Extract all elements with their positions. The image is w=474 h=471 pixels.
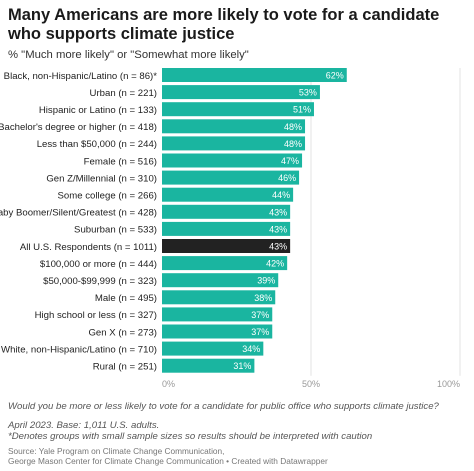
data-label: 47% bbox=[281, 156, 299, 166]
data-label: 43% bbox=[269, 242, 287, 252]
category-label: All U.S. Respondents (n = 1011) bbox=[20, 242, 157, 253]
data-label: 37% bbox=[251, 310, 269, 320]
category-label: White, non-Hispanic/Latino (n = 710) bbox=[1, 344, 157, 355]
bar bbox=[162, 324, 273, 339]
bar bbox=[162, 221, 291, 236]
category-label: Gen Z/Millennial (n = 310) bbox=[46, 173, 157, 184]
data-label: 42% bbox=[266, 259, 284, 269]
bar bbox=[162, 153, 303, 168]
category-label: High school or less (n = 327) bbox=[35, 310, 157, 321]
data-label: 53% bbox=[299, 88, 317, 98]
chart-title: Many Americans are more likely to vote f… bbox=[8, 6, 440, 43]
category-label: Baby Boomer/Silent/Greatest (n = 428) bbox=[0, 208, 157, 219]
category-label: Black, non-Hispanic/Latino (n = 86)* bbox=[4, 71, 158, 82]
source-line-1: Source: Yale Program on Climate Change C… bbox=[8, 446, 225, 456]
category-label: Female (n = 516) bbox=[84, 156, 157, 167]
x-tick-label: 0% bbox=[162, 379, 175, 389]
bar bbox=[162, 119, 306, 134]
bar bbox=[162, 290, 276, 305]
bar bbox=[162, 358, 255, 373]
bar bbox=[162, 187, 294, 202]
category-label: Hispanic or Latino (n = 133) bbox=[39, 105, 157, 116]
category-label: Male (n = 495) bbox=[95, 293, 157, 304]
data-label: 48% bbox=[284, 139, 302, 149]
survey-question: Would you be more or less likely to vote… bbox=[8, 401, 439, 412]
category-label: Some college (n = 266) bbox=[58, 191, 157, 202]
category-label: Suburban (n = 533) bbox=[74, 225, 157, 236]
data-label: 51% bbox=[293, 105, 311, 115]
bar bbox=[162, 68, 347, 82]
data-label: 39% bbox=[257, 276, 275, 286]
x-tick-label: 100% bbox=[437, 379, 460, 389]
bar bbox=[162, 239, 291, 253]
note-base: April 2023. Base: 1,011 U.S. adults. bbox=[8, 420, 160, 431]
chart-subtitle: % "Much more likely" or "Somewhat more l… bbox=[8, 49, 249, 61]
data-label: 43% bbox=[269, 224, 287, 234]
bar bbox=[162, 136, 306, 151]
note-small-sample: *Denotes groups with small sample sizes … bbox=[8, 431, 373, 442]
data-label: 31% bbox=[233, 361, 251, 371]
data-label: 46% bbox=[278, 173, 296, 183]
category-label: $50,000-$99,999 (n = 323) bbox=[43, 276, 157, 287]
source-line-2: George Mason Center for Climate Change C… bbox=[8, 456, 328, 466]
bar bbox=[162, 85, 320, 100]
category-label: Less than $50,000 (n = 244) bbox=[37, 139, 157, 150]
bar bbox=[162, 102, 314, 117]
data-label: 43% bbox=[269, 207, 287, 217]
data-label: 34% bbox=[242, 344, 260, 354]
data-label: 37% bbox=[251, 327, 269, 337]
bar bbox=[162, 341, 264, 356]
data-label: 38% bbox=[254, 293, 272, 303]
bar bbox=[162, 307, 273, 322]
data-label: 44% bbox=[272, 190, 290, 200]
category-label: Rural (n = 251) bbox=[93, 362, 157, 373]
category-label: Bachelor's degree or higher (n = 418) bbox=[0, 122, 157, 133]
bar bbox=[162, 204, 291, 219]
bar bbox=[162, 170, 300, 185]
bar bbox=[162, 273, 279, 288]
data-label: 62% bbox=[326, 71, 344, 81]
data-label: 48% bbox=[284, 122, 302, 132]
bar-chart: Black, non-Hispanic/Latino (n = 86)* 62% U… bbox=[0, 68, 461, 389]
category-label: Gen X (n = 273) bbox=[88, 327, 157, 338]
category-label: Urban (n = 221) bbox=[90, 88, 157, 99]
x-tick-label: 50% bbox=[302, 379, 320, 389]
category-label: $100,000 or more (n = 444) bbox=[40, 259, 157, 270]
bar bbox=[162, 256, 288, 271]
